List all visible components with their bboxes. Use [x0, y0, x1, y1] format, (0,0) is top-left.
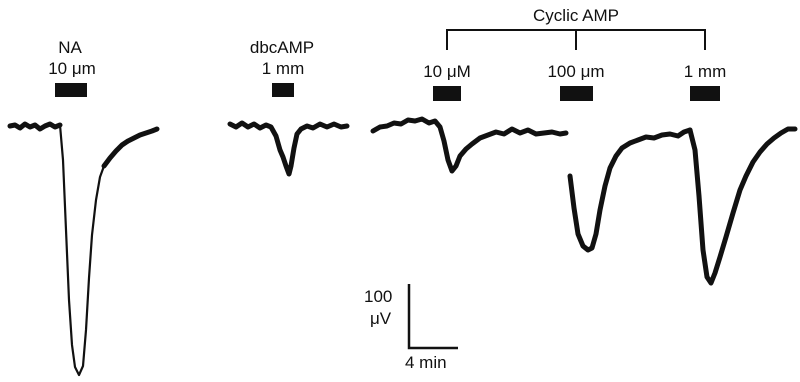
scale-time-label: 4 min — [405, 353, 447, 372]
cyclic-dose-label-100: 100 μm — [547, 62, 605, 81]
na-trace — [7, 121, 160, 377]
cyclic-trace — [370, 116, 798, 286]
na-dose-label: 10 μm — [48, 59, 96, 78]
na-drug-label: NA — [58, 38, 82, 57]
scale-bar — [407, 284, 458, 350]
cyclic-dose-label-1mm: 1 mm — [683, 62, 727, 81]
cyclic-100-application-bar — [560, 86, 593, 101]
na-application-bar — [55, 83, 87, 97]
dbc-dose-label: 1 mm — [261, 59, 305, 78]
cyclic-amp-title: Cyclic AMP — [533, 6, 619, 25]
cyclic-amp-bracket — [446, 29, 706, 50]
scale-amplitude-value: 100 — [364, 287, 393, 306]
dbc-drug-label: dbcAMP — [249, 38, 315, 57]
scale-amplitude-unit: μV — [370, 309, 392, 328]
dbc-application-bar — [272, 83, 294, 97]
cyclic-10-application-bar — [433, 86, 461, 101]
cyclic-dose-label-10: 10 μM — [423, 62, 471, 81]
dbc-trace — [227, 120, 350, 177]
cyclic-1mm-application-bar — [690, 86, 720, 101]
